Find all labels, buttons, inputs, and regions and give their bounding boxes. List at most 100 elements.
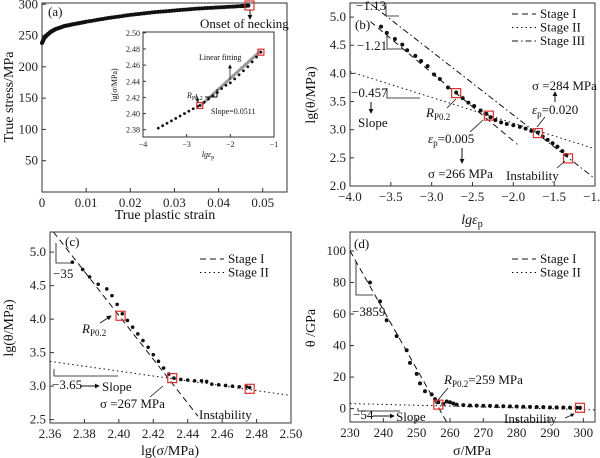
y-tick-label-c: 5.0 — [30, 244, 46, 259]
y-tick-label-a: 200 — [19, 59, 39, 74]
data-point-b — [478, 108, 483, 113]
plot-frame-inset — [142, 31, 275, 138]
data-point-b — [446, 85, 450, 90]
y-tick-label-b: 3.0 — [330, 122, 346, 137]
slope-stage1-label-d: −3859 — [352, 304, 385, 319]
data-point-inset — [161, 124, 165, 128]
y-tick-label-b: 4.5 — [330, 37, 346, 52]
x-tick-label-a: 0.03 — [163, 195, 186, 210]
data-point-b — [493, 118, 498, 123]
y-tick-label-inset: 2.38 — [126, 126, 140, 135]
x-tick-label-b: −2.0 — [502, 189, 526, 204]
ep-020-label: εp=0.020 — [532, 102, 578, 119]
data-point-d — [408, 360, 412, 365]
rp-label-b: RP0.2 — [425, 105, 450, 122]
line-stage-ii — [49, 360, 292, 397]
data-point-b — [560, 149, 565, 154]
y-tick-label-b: 3.5 — [330, 94, 346, 109]
y-tick-label-d: 60 — [333, 306, 346, 321]
data-point-d — [514, 404, 519, 409]
data-point-inset — [250, 60, 254, 64]
legend-label: Stage III — [540, 33, 585, 48]
highlight-marker-inset — [257, 48, 265, 56]
data-point-inset — [259, 50, 263, 54]
data-point-inset — [156, 126, 160, 130]
rp-label-c: RP0.2 — [81, 321, 106, 338]
data-point-inset — [237, 73, 241, 77]
data-point-c — [87, 275, 92, 279]
x-tick-label-c: 2.36 — [39, 426, 62, 441]
data-point-b — [384, 30, 389, 35]
data-point-b — [466, 100, 471, 105]
data-point-inset — [242, 69, 245, 73]
y-tick-label-c: 3.5 — [30, 345, 46, 360]
data-point-d — [448, 400, 452, 405]
x-tick-label-b: −1.0 — [583, 189, 600, 204]
data-point-d — [414, 371, 419, 376]
x-tick-label-d: 300 — [574, 425, 594, 440]
sig-284-label: σ =284 MPa — [532, 78, 597, 93]
ep-020-pointer — [536, 116, 546, 128]
y-axis-label-a: True stress/MPa — [2, 51, 17, 143]
slope-label-d: Slope — [396, 409, 426, 424]
x-tick-label-c: 2.40 — [107, 426, 130, 441]
slope-stage1-label: −1.21 — [357, 38, 387, 53]
x-tick-label-b: −2.5 — [461, 189, 485, 204]
data-point-d — [548, 405, 552, 410]
legend-label: Stage II — [540, 265, 581, 280]
data-point-inset — [220, 87, 224, 90]
data-point-c — [70, 260, 75, 264]
plot-frame-c — [49, 231, 292, 424]
data-point-b — [425, 64, 430, 69]
data-point-inset — [191, 107, 195, 111]
x-tick-label-c: 2.48 — [245, 426, 268, 441]
data-point-d — [384, 318, 389, 323]
data-point-b — [555, 144, 560, 149]
inset-rp-label: RP0.2 — [186, 91, 203, 102]
y-tick-label-a: 150 — [19, 90, 39, 105]
data-point-a — [246, 3, 251, 8]
data-point-c — [216, 383, 221, 387]
data-point-b — [472, 104, 477, 109]
panel-label-a: (a) — [48, 4, 62, 19]
data-point-b — [523, 126, 528, 131]
highlight-marker-c — [115, 310, 126, 321]
rp-label-d: RP0.2=259 MPa — [443, 372, 523, 389]
data-point-d — [578, 405, 582, 410]
instability-pointer-b — [556, 160, 566, 169]
data-point-inset — [224, 83, 228, 87]
y-tick-label-inset: 2.44 — [126, 77, 140, 86]
data-point-inset — [207, 97, 210, 101]
data-point-d — [568, 405, 572, 410]
data-point-inset — [255, 55, 258, 59]
data-point-d — [488, 403, 492, 408]
panel-label-c: (c) — [65, 234, 79, 249]
data-point-d — [494, 404, 499, 409]
x-tick-label-inset: −2 — [226, 140, 235, 149]
data-point-d — [541, 405, 546, 410]
inset-x-label: lgεp — [202, 150, 214, 161]
x-tick-label-inset: −4 — [139, 140, 148, 149]
data-point-b — [484, 111, 489, 116]
data-point-inset — [183, 112, 186, 115]
x-tick-label-a: 0.04 — [207, 195, 230, 210]
data-point-inset — [165, 121, 169, 125]
data-point-d — [378, 299, 382, 304]
necking-label: Onset of necking — [200, 16, 289, 31]
data-point-d — [418, 381, 422, 386]
data-point-b — [511, 123, 516, 128]
slope-triangle-d2 — [357, 408, 400, 412]
data-point-d — [561, 405, 566, 410]
data-point-b — [454, 90, 459, 95]
x-tick-label-c: 2.38 — [73, 426, 96, 441]
line-stage-i — [370, 21, 518, 145]
y-tick-label-d: 100 — [327, 243, 347, 258]
data-point-b — [400, 42, 405, 47]
highlight-marker-b — [451, 87, 462, 99]
inset-slope-label: Slope=0.0511 — [211, 107, 255, 116]
legend-label: Stage I — [540, 6, 576, 21]
line-stage-i — [53, 231, 199, 417]
data-point-c — [141, 338, 145, 343]
data-point-inset — [174, 117, 178, 120]
x-tick-label-d: 250 — [407, 425, 427, 440]
